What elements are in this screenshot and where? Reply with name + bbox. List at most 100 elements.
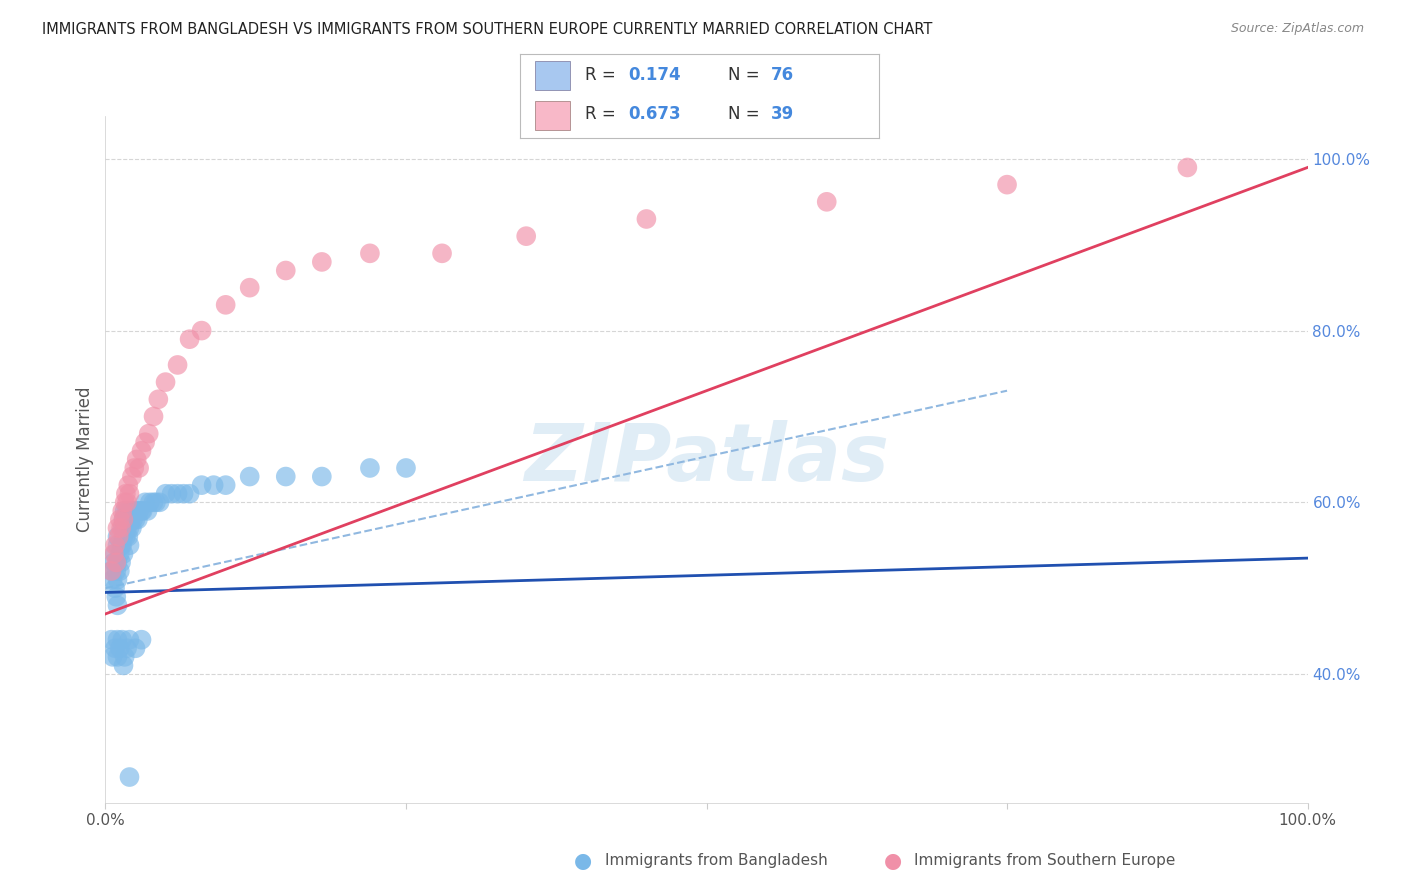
Text: ●: ● xyxy=(575,851,592,871)
Point xyxy=(359,461,381,475)
Point xyxy=(190,478,212,492)
Text: R =: R = xyxy=(585,105,621,123)
Point xyxy=(239,281,262,295)
Point xyxy=(134,495,156,509)
Point xyxy=(115,512,138,526)
Point xyxy=(121,521,143,535)
Point xyxy=(124,512,146,526)
Point xyxy=(108,547,131,561)
Point xyxy=(274,469,297,483)
Point xyxy=(138,426,160,441)
Point xyxy=(636,212,658,227)
Point xyxy=(100,564,122,578)
Point xyxy=(111,521,134,535)
Point xyxy=(128,461,150,475)
Point xyxy=(155,487,177,501)
Point xyxy=(179,332,201,346)
Text: 76: 76 xyxy=(772,66,794,84)
Point xyxy=(111,632,134,647)
Point xyxy=(108,641,131,656)
Point xyxy=(107,530,129,544)
Point xyxy=(131,632,153,647)
Point xyxy=(128,504,150,518)
Point xyxy=(214,478,236,492)
Point xyxy=(136,504,159,518)
Point xyxy=(110,555,132,570)
Point xyxy=(127,512,149,526)
Point xyxy=(118,770,141,784)
Point xyxy=(112,658,135,673)
Point xyxy=(117,530,139,544)
Text: 0.174: 0.174 xyxy=(627,66,681,84)
Point xyxy=(107,599,129,613)
Point xyxy=(125,452,148,467)
Point xyxy=(107,632,129,647)
Point xyxy=(114,521,136,535)
Point xyxy=(104,581,127,595)
Point xyxy=(107,649,129,664)
Point xyxy=(430,246,453,260)
Point xyxy=(110,521,132,535)
Point xyxy=(239,469,262,483)
Point xyxy=(112,530,135,544)
Point xyxy=(103,555,125,570)
Point xyxy=(115,521,138,535)
Text: ●: ● xyxy=(884,851,901,871)
Point xyxy=(101,649,124,664)
Point xyxy=(107,530,129,544)
Point xyxy=(107,538,129,552)
Point xyxy=(117,512,139,526)
Point xyxy=(100,564,122,578)
Text: Source: ZipAtlas.com: Source: ZipAtlas.com xyxy=(1230,22,1364,36)
Text: IMMIGRANTS FROM BANGLADESH VS IMMIGRANTS FROM SOUTHERN EUROPE CURRENTLY MARRIED : IMMIGRANTS FROM BANGLADESH VS IMMIGRANTS… xyxy=(42,22,932,37)
Point xyxy=(148,392,170,407)
Point xyxy=(131,443,153,458)
Text: R =: R = xyxy=(585,66,621,84)
Point xyxy=(118,632,141,647)
Point xyxy=(112,547,135,561)
Point xyxy=(145,495,167,509)
Text: N =: N = xyxy=(728,66,765,84)
Point xyxy=(995,178,1018,192)
Point xyxy=(1175,161,1198,175)
Point xyxy=(124,504,146,518)
Point xyxy=(114,495,136,509)
Y-axis label: Currently Married: Currently Married xyxy=(76,386,94,533)
Point xyxy=(111,504,134,518)
Point xyxy=(359,246,381,260)
Point xyxy=(132,504,155,518)
Point xyxy=(105,564,128,578)
Point xyxy=(179,487,201,501)
Point xyxy=(125,504,148,518)
Point xyxy=(118,538,141,552)
Point xyxy=(131,504,153,518)
Point xyxy=(107,521,129,535)
Point xyxy=(121,504,143,518)
Point xyxy=(166,358,188,372)
Point xyxy=(139,495,162,509)
Point xyxy=(111,538,134,552)
Point xyxy=(112,512,135,526)
Point xyxy=(166,487,188,501)
Point xyxy=(115,487,138,501)
Point xyxy=(142,495,165,509)
Point xyxy=(815,194,838,209)
Text: Immigrants from Bangladesh: Immigrants from Bangladesh xyxy=(605,854,827,868)
Point xyxy=(104,641,127,656)
Point xyxy=(274,263,297,277)
Point xyxy=(124,461,146,475)
Point xyxy=(110,538,132,552)
Point xyxy=(202,478,225,492)
Point xyxy=(105,590,128,604)
Point xyxy=(104,547,127,561)
Point xyxy=(112,512,135,526)
Point xyxy=(134,435,156,450)
Point xyxy=(118,504,141,518)
Point xyxy=(311,255,333,269)
Point xyxy=(100,632,122,647)
Point xyxy=(101,573,124,587)
Point xyxy=(115,504,138,518)
Point xyxy=(118,521,141,535)
Point xyxy=(395,461,418,475)
Point xyxy=(103,547,125,561)
